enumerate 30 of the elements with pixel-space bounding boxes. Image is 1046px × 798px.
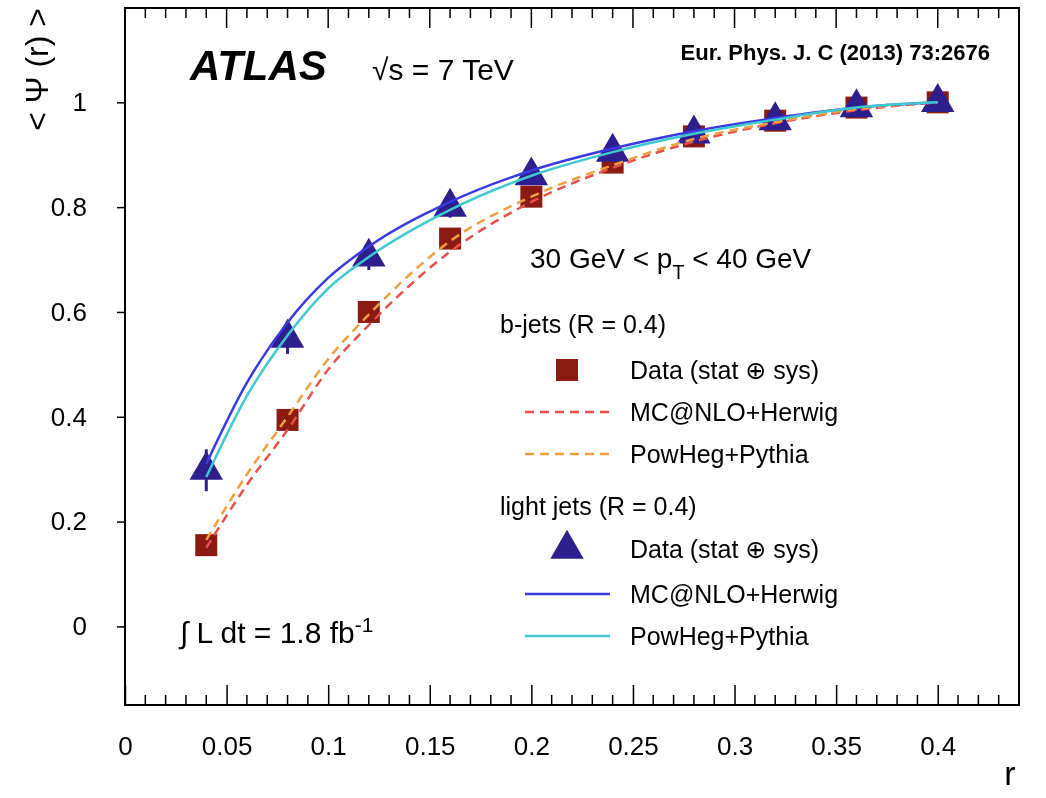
x-tick-label: 0.3	[716, 731, 754, 762]
annotation: ATLAS	[189, 42, 327, 89]
legend-label: Data (stat ⊕ sys)	[630, 356, 820, 384]
legend-label: PowHeg+Pythia	[630, 440, 809, 468]
legend-label: PowHeg+Pythia	[630, 622, 809, 650]
annotation: ∫ L dt = 1.8 fb$^{-1}$	[178, 612, 374, 650]
y-tick-label: 0.4	[50, 401, 87, 432]
annotation: b-jets (R = 0.4)	[500, 310, 667, 338]
annotation: Eur. Phys. J. C (2013) 73:2676	[680, 40, 990, 65]
y-tick-label: 0	[72, 611, 87, 642]
legend-label: MC@NLO+Herwig	[630, 580, 839, 608]
x-tick-label: 0	[118, 731, 133, 762]
x-tick-label: 0.1	[310, 731, 347, 762]
y-tick-label: 1	[72, 87, 87, 118]
x-tick-label: 0.4	[920, 731, 957, 762]
x-tick-label: 0.35	[811, 731, 862, 762]
x-tick-label: 0.05	[201, 731, 253, 762]
y-tick-label: 0.6	[50, 296, 87, 327]
x-axis-title: r	[1004, 754, 1016, 792]
annotation: 30 GeV < p$_{T}$ < 40 GeV	[530, 243, 812, 283]
legend-label: MC@NLO+Herwig	[630, 398, 839, 426]
annotation: light jets (R = 0.4)	[500, 492, 697, 520]
x-tick-label: 0.15	[404, 731, 456, 762]
x-tick-label: 0.25	[608, 731, 659, 762]
legend-label: Data (stat ⊕ sys)	[630, 535, 820, 563]
y-tick-label: 0.2	[50, 506, 87, 537]
annotation: √s = 7 TeV	[372, 53, 514, 86]
x-tick-label: 0.2	[513, 731, 550, 762]
y-tick-label: 0.8	[50, 191, 87, 222]
y-axis-title: < Ψ (r) >	[19, 8, 55, 131]
